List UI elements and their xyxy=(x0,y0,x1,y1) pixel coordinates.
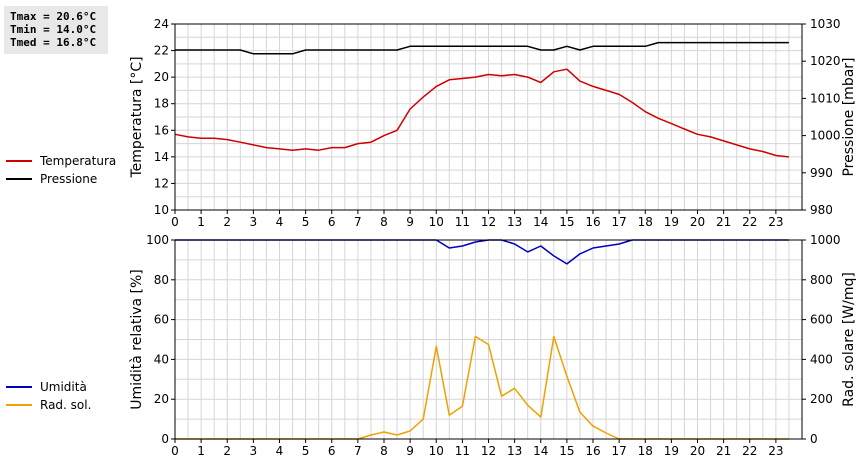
panel1-xtick-label: 4 xyxy=(276,215,284,229)
panel1-xtick-label: 13 xyxy=(507,215,522,229)
legend-swatch-pressione xyxy=(6,178,32,180)
panel1-xtick-label: 0 xyxy=(171,215,179,229)
legend-label-radsol: Rad. sol. xyxy=(40,398,92,412)
panel2-xtick-label: 6 xyxy=(328,444,336,458)
panel2-xtick-label: 16 xyxy=(585,444,600,458)
panel1-xtick-label: 1 xyxy=(197,215,205,229)
panel2-ytick-label: 0 xyxy=(161,432,169,446)
panel2-xtick-label: 1 xyxy=(197,444,205,458)
panel2-y2label: Rad. solare [W/mq] xyxy=(841,272,857,407)
panel1-xtick-label: 22 xyxy=(742,215,757,229)
panel2-xtick-label: 11 xyxy=(455,444,470,458)
legend-top: Temperatura Pressione xyxy=(6,152,116,188)
panel1-ytick-label: 10 xyxy=(154,203,169,217)
panel1-y2label: Pressione [mbar] xyxy=(841,57,857,176)
panel1-xtick-label: 18 xyxy=(638,215,653,229)
legend-item-temperatura: Temperatura xyxy=(6,152,116,170)
legend-item-radsol: Rad. sol. xyxy=(6,396,91,414)
panel2-xtick-label: 21 xyxy=(716,444,731,458)
panel2-ytick-label: 60 xyxy=(154,313,169,327)
panel2-xtick-label: 19 xyxy=(664,444,679,458)
panel1-xtick-label: 2 xyxy=(223,215,231,229)
panel2-ytick-label: 40 xyxy=(154,352,169,366)
panel2-xtick-label: 0 xyxy=(171,444,179,458)
panel2-xtick-label: 5 xyxy=(302,444,310,458)
panel2-y2tick-label: 600 xyxy=(810,313,833,327)
legend-item-umidita: Umidità xyxy=(6,378,91,396)
panel1-ytick-label: 18 xyxy=(154,97,169,111)
stats-tmax: Tmax = 20.6°C xyxy=(10,10,97,23)
panel1-xtick-label: 21 xyxy=(716,215,731,229)
panel2-xtick-label: 13 xyxy=(507,444,522,458)
panel1-series-pressione xyxy=(175,41,789,55)
legend-item-pressione: Pressione xyxy=(6,170,116,188)
panel2-xtick-label: 8 xyxy=(380,444,388,458)
panel1-y2tick-label: 1020 xyxy=(810,54,841,68)
panel1-ytick-label: 12 xyxy=(154,176,169,190)
stats-tmed: Tmed = 16.8°C xyxy=(10,36,97,49)
panel1-y2tick-label: 980 xyxy=(810,203,833,217)
panel2-ylabel: Umidità relativa [%] xyxy=(129,269,145,410)
panel1-xtick-label: 8 xyxy=(380,215,388,229)
stats-tmin: Tmin = 14.0°C xyxy=(10,23,97,36)
panel1-ytick-label: 20 xyxy=(154,70,169,84)
panel2-xtick-label: 7 xyxy=(354,444,362,458)
panel1-xtick-label: 14 xyxy=(533,215,548,229)
legend-bottom: Umidità Rad. sol. xyxy=(6,378,91,414)
panel2-xtick-label: 12 xyxy=(481,444,496,458)
panel2-xtick-label: 10 xyxy=(429,444,444,458)
panel2-y2tick-label: 1000 xyxy=(810,233,841,247)
panel1-series-temperatura xyxy=(174,68,789,158)
panel1-xtick-label: 12 xyxy=(481,215,496,229)
panel1-xtick-label: 6 xyxy=(328,215,336,229)
panel1-ylabel: Temperatura [°C] xyxy=(129,56,145,178)
panel2-ytick-label: 80 xyxy=(154,273,169,287)
panel1-ytick-label: 14 xyxy=(154,150,169,164)
panel2-y2tick-label: 200 xyxy=(810,392,833,406)
legend-swatch-temperatura xyxy=(6,160,32,162)
legend-label-temperatura: Temperatura xyxy=(40,154,117,168)
panel2-y2tick-label: 0 xyxy=(810,432,818,446)
panel2-ytick-label: 20 xyxy=(154,392,169,406)
panel1-xtick-label: 5 xyxy=(302,215,310,229)
panel1-xtick-label: 17 xyxy=(611,215,626,229)
panel2-xtick-label: 9 xyxy=(406,444,414,458)
panel2-xtick-label: 22 xyxy=(742,444,757,458)
legend-swatch-radsol xyxy=(6,404,32,406)
panel1-xtick-label: 19 xyxy=(664,215,679,229)
panel1-ytick-label: 22 xyxy=(154,44,169,58)
panel1-ytick-label: 24 xyxy=(154,17,169,31)
panel1-xtick-label: 15 xyxy=(559,215,574,229)
panel2-xtick-label: 20 xyxy=(690,444,705,458)
panel2-xtick-label: 23 xyxy=(768,444,783,458)
panel1-xtick-label: 10 xyxy=(429,215,444,229)
panel2-y2tick-label: 400 xyxy=(810,352,833,366)
panel1-xtick-label: 16 xyxy=(585,215,600,229)
panel1-y2tick-label: 1010 xyxy=(810,91,841,105)
panel2-xtick-label: 4 xyxy=(276,444,284,458)
panel2-xtick-label: 3 xyxy=(250,444,258,458)
panel1-xtick-label: 23 xyxy=(768,215,783,229)
stats-box: Tmax = 20.6°C Tmin = 14.0°C Tmed = 16.8°… xyxy=(4,6,108,54)
panel2-ytick-label: 100 xyxy=(146,233,169,247)
panel1-xtick-label: 11 xyxy=(455,215,470,229)
panel2-xtick-label: 15 xyxy=(559,444,574,458)
panel1-y2tick-label: 1030 xyxy=(810,17,841,31)
panel1-xtick-label: 7 xyxy=(354,215,362,229)
panel2-xtick-label: 14 xyxy=(533,444,548,458)
panel1-y2tick-label: 1000 xyxy=(810,129,841,143)
legend-label-umidita: Umidità xyxy=(40,380,87,394)
panel2-xtick-label: 17 xyxy=(611,444,626,458)
legend-label-pressione: Pressione xyxy=(40,172,98,186)
panel2-xtick-label: 2 xyxy=(223,444,231,458)
panel1-xtick-label: 20 xyxy=(690,215,705,229)
panel1-y2tick-label: 990 xyxy=(810,166,833,180)
panel2-y2tick-label: 800 xyxy=(810,273,833,287)
panel1-ytick-label: 16 xyxy=(154,123,169,137)
panel2-xtick-label: 18 xyxy=(638,444,653,458)
panel1-xtick-label: 3 xyxy=(250,215,258,229)
legend-swatch-umidita xyxy=(6,386,32,388)
panel1-xtick-label: 9 xyxy=(406,215,414,229)
